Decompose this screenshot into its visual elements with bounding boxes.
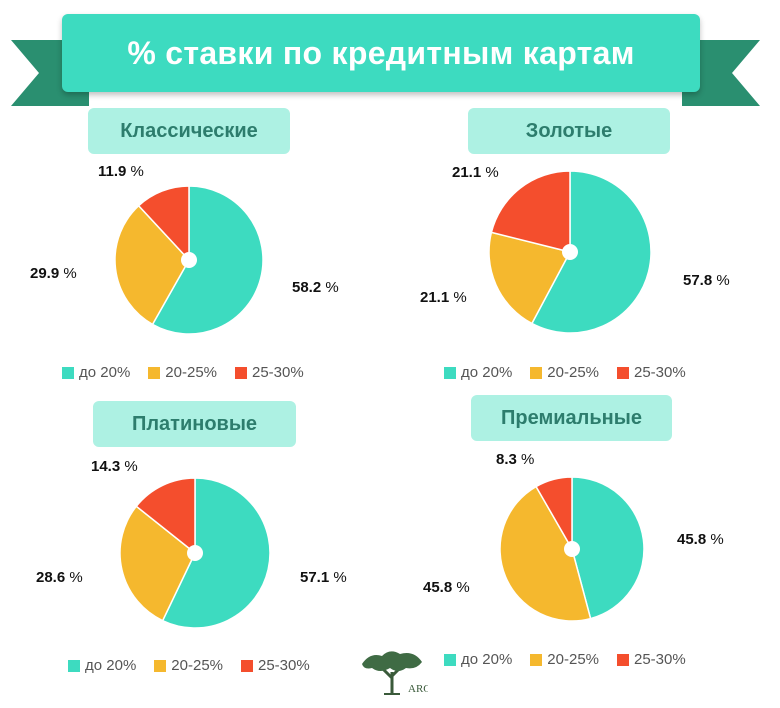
legend-label: 25-30%	[634, 651, 686, 668]
legend-classic: до 20% 20-25% 25-30%	[62, 364, 304, 381]
pie-slice-1	[114, 204, 190, 326]
pie-center-dot	[564, 541, 580, 557]
pie-slice-1	[488, 231, 572, 325]
legend-item: 25-30%	[617, 651, 686, 668]
legend-label: 20-25%	[165, 364, 217, 381]
legend-item: до 20%	[444, 364, 512, 381]
legend-label: 25-30%	[258, 657, 310, 674]
legend-label: 20-25%	[547, 364, 599, 381]
legend-swatch	[68, 659, 80, 672]
legend-item: до 20%	[62, 364, 130, 381]
legend-platinum: до 20% 20-25% 25-30%	[68, 657, 310, 674]
pie-chart-gold	[488, 170, 652, 334]
chart-title-premium: Премиальные	[471, 395, 672, 441]
legend-label: 20-25%	[171, 657, 223, 674]
pct-label-platinum-0: 57.1 %	[300, 569, 347, 586]
legend-item: 25-30%	[617, 364, 686, 381]
pie-slice-0	[530, 170, 652, 334]
legend-label: до 20%	[85, 657, 137, 674]
pie-center-dot	[187, 545, 203, 561]
chart-title-classic: Классические	[88, 108, 290, 154]
legend-item: 20-25%	[148, 364, 217, 381]
legend-label: до 20%	[461, 651, 513, 668]
pie-slice-0	[151, 185, 264, 335]
pct-label-premium-2: 8.3 %	[496, 451, 535, 468]
pie-chart-premium	[499, 476, 645, 622]
pie-slice-2	[535, 476, 573, 552]
pie-chart-platinum	[119, 477, 271, 629]
chart-title-gold: Золотые	[468, 108, 670, 154]
pct-label-classic-2: 11.9 %	[98, 163, 144, 180]
pct-label-platinum-1: 28.6 %	[36, 569, 83, 586]
pie-center-dot	[562, 244, 578, 260]
legend-label: до 20%	[79, 364, 131, 381]
legend-item: 25-30%	[241, 657, 310, 674]
pie-slice-1	[119, 505, 196, 622]
legend-item: до 20%	[68, 657, 136, 674]
legend-swatch	[62, 366, 74, 379]
legend-swatch	[154, 659, 167, 672]
pct-label-gold-1: 21.1 %	[420, 289, 467, 306]
pct-label-premium-0: 45.8 %	[677, 531, 724, 548]
legend-gold: до 20% 20-25% 25-30%	[444, 364, 686, 381]
legend-label: до 20%	[461, 364, 513, 381]
legend-item: 20-25%	[530, 364, 599, 381]
pie-slice-1	[499, 485, 592, 622]
pct-label-gold-0: 57.8 %	[683, 272, 730, 289]
pct-label-classic-1: 29.9 %	[30, 265, 77, 282]
pie-slice-2	[135, 477, 196, 555]
pie-slice-2	[490, 170, 571, 253]
legend-item: до 20%	[444, 651, 512, 668]
legend-label: 25-30%	[252, 364, 304, 381]
pie-slice-2	[137, 185, 190, 262]
legend-item: 20-25%	[530, 651, 599, 668]
pie-slice-0	[571, 476, 645, 620]
legend-swatch	[235, 366, 247, 379]
legend-swatch	[617, 653, 629, 666]
page-title: % ставки по кредитным картам	[62, 14, 700, 92]
legend-item: 25-30%	[235, 364, 304, 381]
pie-slice-0	[161, 477, 271, 629]
pct-label-classic-0: 58.2 %	[292, 279, 339, 296]
pct-label-premium-1: 45.8 %	[423, 579, 470, 596]
legend-swatch	[530, 366, 543, 379]
pct-label-platinum-2: 14.3 %	[91, 458, 138, 475]
chart-title-platinum: Платиновые	[93, 401, 296, 447]
legend-label: 25-30%	[634, 364, 686, 381]
legend-swatch	[241, 659, 253, 672]
legend-swatch	[444, 366, 456, 379]
logo-text: ARG	[408, 683, 428, 695]
legend-swatch	[444, 653, 456, 666]
legend-swatch	[148, 366, 161, 379]
legend-item: 20-25%	[154, 657, 223, 674]
pie-chart-classic	[114, 185, 264, 335]
legend-swatch	[530, 653, 543, 666]
legend-swatch	[617, 366, 629, 379]
legend-premium: до 20% 20-25% 25-30%	[444, 651, 686, 668]
legend-label: 20-25%	[547, 651, 599, 668]
tree-logo-icon: ARG	[362, 651, 428, 695]
pie-center-dot	[181, 252, 197, 268]
pct-label-gold-2: 21.1 %	[452, 164, 499, 181]
